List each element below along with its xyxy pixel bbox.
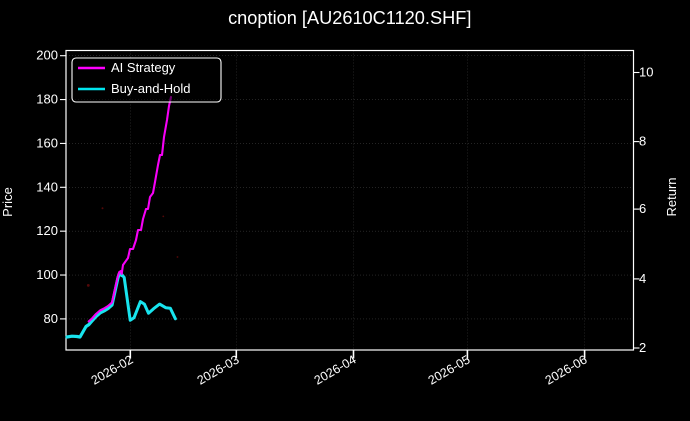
svg-text:120: 120	[36, 223, 58, 238]
svg-text:Price: Price	[0, 187, 15, 217]
svg-text:Return: Return	[664, 177, 679, 216]
svg-text:140: 140	[36, 179, 58, 194]
svg-text:AI Strategy: AI Strategy	[111, 60, 176, 75]
svg-text:160: 160	[36, 135, 58, 150]
svg-text:180: 180	[36, 92, 58, 107]
svg-text:10: 10	[639, 65, 653, 80]
svg-text:2: 2	[639, 340, 646, 355]
svg-text:8: 8	[639, 134, 646, 149]
svg-text:100: 100	[36, 267, 58, 282]
svg-text:200: 200	[36, 48, 58, 63]
svg-text:cnoption [AU2610C1120.SHF]: cnoption [AU2610C1120.SHF]	[228, 8, 471, 28]
svg-text:4: 4	[639, 271, 646, 286]
svg-text:Buy-and-Hold: Buy-and-Hold	[111, 81, 191, 96]
svg-text:80: 80	[44, 311, 58, 326]
svg-text:6: 6	[639, 201, 646, 216]
